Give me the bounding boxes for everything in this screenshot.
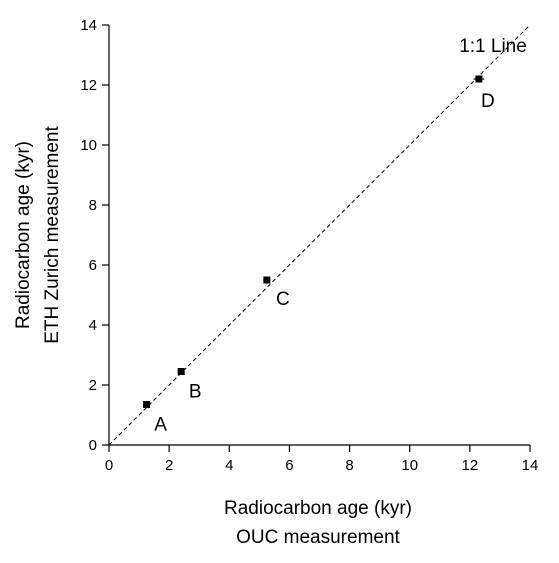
x-tick-label: 10 (401, 457, 418, 474)
data-point-c (263, 276, 271, 284)
point-marker (177, 368, 185, 375)
data-point-d (473, 75, 485, 83)
point-label-a: A (154, 415, 167, 436)
data-point-a (143, 401, 151, 408)
data-point-b (177, 368, 185, 375)
reference-line-label: 1:1 Line (459, 36, 527, 57)
y-tick-label: 2 (89, 377, 97, 394)
y-tick-label: 14 (80, 17, 97, 34)
point-marker (475, 75, 483, 83)
x-tick-label: 4 (225, 457, 233, 474)
y-tick-label: 12 (80, 77, 97, 94)
y-tick-label: 10 (80, 137, 97, 154)
x-tick-label: 8 (345, 457, 353, 474)
x-tick-label: 6 (285, 457, 293, 474)
point-marker (263, 276, 271, 284)
x-tick-label: 0 (105, 457, 113, 474)
x-tick-label: 2 (165, 457, 173, 474)
y-axis-title-line-1: Radiocarbon age (kyr) (13, 141, 34, 329)
point-label-c: C (276, 289, 290, 310)
y-tick-label: 0 (89, 437, 97, 454)
point-marker (143, 401, 151, 408)
y-axis-title-line-2: ETH Zurich measurement (42, 126, 63, 344)
x-axis-title-line-1: Radiocarbon age (kyr) (224, 498, 412, 519)
reference-line-1-1 (108, 24, 531, 446)
y-tick-label: 4 (89, 317, 97, 334)
x-axis-title-line-2: OUC measurement (236, 527, 400, 548)
y-tick-label: 8 (89, 197, 97, 214)
x-tick-label: 14 (522, 457, 539, 474)
point-label-b: B (189, 382, 202, 403)
point-label-d: D (481, 91, 495, 112)
x-tick-label: 12 (462, 457, 479, 474)
y-tick-label: 6 (89, 257, 97, 274)
